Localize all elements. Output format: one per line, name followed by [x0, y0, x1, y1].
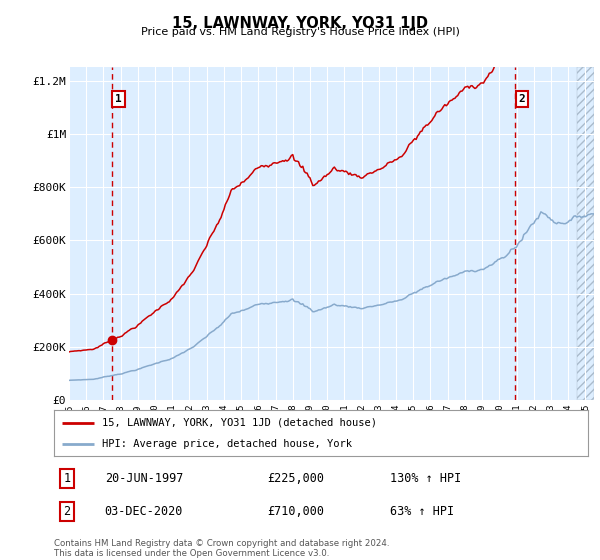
Bar: [577, 67, 594, 400]
Text: 130% ↑ HPI: 130% ↑ HPI: [391, 472, 461, 485]
Text: 1: 1: [64, 472, 71, 485]
Text: 20-JUN-1997: 20-JUN-1997: [105, 472, 183, 485]
Text: Contains HM Land Registry data © Crown copyright and database right 2024.
This d: Contains HM Land Registry data © Crown c…: [54, 539, 389, 558]
Text: 03-DEC-2020: 03-DEC-2020: [105, 505, 183, 518]
Text: 63% ↑ HPI: 63% ↑ HPI: [391, 505, 455, 518]
Text: 1: 1: [115, 94, 122, 104]
Text: Price paid vs. HM Land Registry's House Price Index (HPI): Price paid vs. HM Land Registry's House …: [140, 27, 460, 37]
Text: HPI: Average price, detached house, York: HPI: Average price, detached house, York: [102, 439, 352, 449]
Text: £710,000: £710,000: [268, 505, 325, 518]
Text: 2: 2: [64, 505, 71, 518]
Text: 15, LAWNWAY, YORK, YO31 1JD: 15, LAWNWAY, YORK, YO31 1JD: [172, 16, 428, 31]
Text: 2: 2: [518, 94, 526, 104]
Text: 15, LAWNWAY, YORK, YO31 1JD (detached house): 15, LAWNWAY, YORK, YO31 1JD (detached ho…: [102, 418, 377, 428]
Text: £225,000: £225,000: [268, 472, 325, 485]
